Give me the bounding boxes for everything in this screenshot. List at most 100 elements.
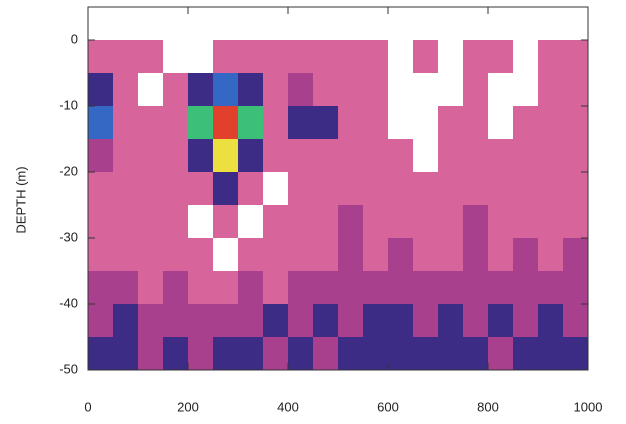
heat-cell — [213, 304, 239, 338]
heat-cell — [413, 238, 439, 272]
heat-cell — [438, 172, 464, 206]
heat-cell — [163, 271, 189, 305]
heat-cell — [513, 238, 539, 272]
heat-cell — [338, 139, 364, 173]
heat-cell — [138, 238, 164, 272]
heat-cell — [538, 205, 564, 239]
heat-cell — [288, 40, 314, 74]
heat-cell — [413, 172, 439, 206]
heat-cell — [88, 304, 114, 338]
heat-cell — [538, 73, 564, 107]
heat-cell — [238, 106, 264, 140]
heat-cell — [188, 73, 214, 107]
heat-cell — [563, 205, 589, 239]
heat-cell — [238, 271, 264, 305]
heat-cell — [513, 271, 539, 305]
heat-cell — [88, 40, 114, 74]
heat-cell — [563, 73, 589, 107]
heat-cell — [313, 337, 339, 371]
heat-cell — [363, 172, 389, 206]
heat-cell — [238, 304, 264, 338]
heat-cell — [138, 304, 164, 338]
heat-cell — [238, 172, 264, 206]
heat-cell — [288, 73, 314, 107]
heat-cell — [538, 238, 564, 272]
heat-cell — [513, 172, 539, 206]
heat-cell — [163, 40, 189, 74]
heat-cell — [138, 40, 164, 74]
heat-cell — [113, 304, 139, 338]
heat-cell — [88, 205, 114, 239]
heat-cell — [463, 337, 489, 371]
heat-cell — [388, 73, 414, 107]
heat-cell — [313, 205, 339, 239]
heat-cell — [488, 205, 514, 239]
heat-cell — [113, 238, 139, 272]
heat-cell — [513, 205, 539, 239]
heat-cell — [488, 73, 514, 107]
heat-cell — [188, 106, 214, 140]
heat-cell — [163, 238, 189, 272]
heat-cell — [513, 106, 539, 140]
heat-cell — [338, 40, 364, 74]
heat-cell — [113, 271, 139, 305]
heat-cell — [238, 205, 264, 239]
heat-cell — [263, 172, 289, 206]
heat-cell — [538, 304, 564, 338]
heat-cell — [338, 271, 364, 305]
heat-cell — [563, 106, 589, 140]
heat-cell — [488, 139, 514, 173]
x-tick-label: 600 — [377, 399, 399, 414]
heat-cell — [338, 304, 364, 338]
heat-cell — [88, 337, 114, 371]
heat-cell — [538, 271, 564, 305]
heat-cell — [388, 304, 414, 338]
heat-cell — [313, 271, 339, 305]
heat-cell — [238, 40, 264, 74]
heat-cell — [463, 205, 489, 239]
heat-cell — [238, 73, 264, 107]
heat-cell — [163, 337, 189, 371]
heat-cell — [213, 40, 239, 74]
heat-cell — [488, 304, 514, 338]
heat-cell — [463, 304, 489, 338]
heat-cell — [163, 205, 189, 239]
heat-cell — [388, 106, 414, 140]
y-tick-label: 0 — [71, 31, 78, 46]
heat-cell — [463, 172, 489, 206]
heat-cell — [563, 139, 589, 173]
heat-cell — [538, 106, 564, 140]
heat-cell — [538, 172, 564, 206]
heat-cell — [263, 238, 289, 272]
heat-cell — [563, 337, 589, 371]
heat-cell — [463, 40, 489, 74]
x-tick-label: 400 — [277, 399, 299, 414]
heat-cell — [288, 172, 314, 206]
y-tick-label: -40 — [59, 295, 78, 310]
heat-cell — [413, 337, 439, 371]
heat-cell — [263, 106, 289, 140]
heat-cell — [88, 271, 114, 305]
heat-cell — [163, 172, 189, 206]
heat-cell — [138, 271, 164, 305]
heat-cell — [513, 139, 539, 173]
heat-cell — [288, 106, 314, 140]
heat-cell — [513, 40, 539, 74]
heat-cell — [288, 238, 314, 272]
heat-cell — [313, 106, 339, 140]
heat-cell — [113, 139, 139, 173]
heat-cell — [263, 40, 289, 74]
heat-cell — [313, 172, 339, 206]
heat-cell — [138, 337, 164, 371]
heat-cell — [513, 337, 539, 371]
y-tick-label: -50 — [59, 361, 78, 376]
x-tick-label: 200 — [177, 399, 199, 414]
heat-cell — [288, 304, 314, 338]
heat-cell — [188, 172, 214, 206]
heat-cell — [188, 139, 214, 173]
heat-cell — [238, 238, 264, 272]
heat-cell — [438, 337, 464, 371]
heat-cell — [213, 337, 239, 371]
heat-cell — [413, 304, 439, 338]
